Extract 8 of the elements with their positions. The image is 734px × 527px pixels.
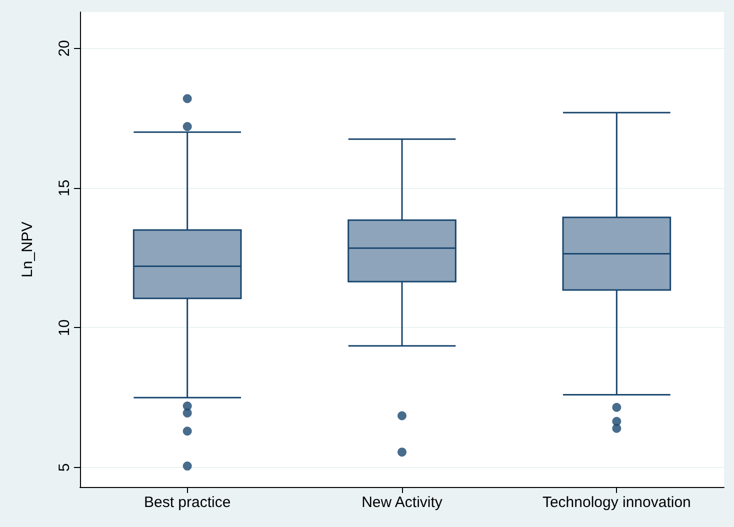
y-tick-label: 15 xyxy=(56,180,73,196)
y-tick-label: 10 xyxy=(56,319,73,336)
y-tick-label: 20 xyxy=(56,40,73,57)
x-tick-label: New Activity xyxy=(362,494,443,511)
x-tick-label: Technology innovation xyxy=(542,494,691,511)
x-tick-label: Best practice xyxy=(144,494,231,511)
y-tick-label: 5 xyxy=(56,463,73,472)
y-axis-title: Ln_NPV xyxy=(19,222,36,278)
